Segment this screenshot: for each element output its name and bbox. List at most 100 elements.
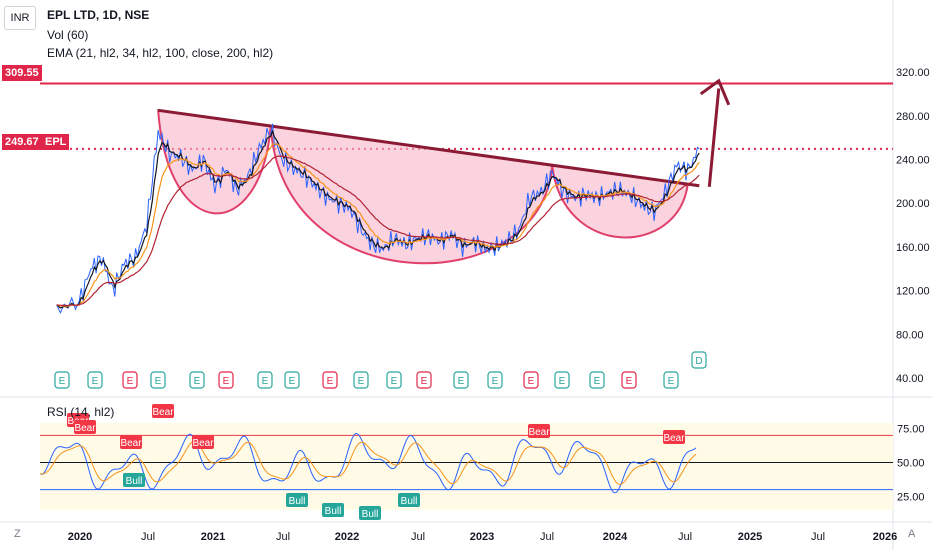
event-marker-label: E [421, 376, 428, 387]
event-marker-label: E [155, 376, 162, 387]
rsi-tick-label: 75.00 [897, 424, 925, 436]
event-marker [257, 371, 273, 389]
symbol-tag: EPL [42, 134, 70, 150]
event-marker-label: E [327, 376, 334, 387]
price-tick-label: 200.00 [896, 198, 930, 210]
time-tick-label: Jul [411, 531, 425, 543]
event-marker-label: E [559, 376, 566, 387]
event-marker [353, 371, 369, 389]
time-tick-label: Jul [811, 531, 825, 543]
chart-title: EPL LTD, 1D, NSE [47, 8, 150, 22]
event-marker [150, 371, 166, 389]
event-marker-label: E [92, 376, 99, 387]
signal-label: Bull [289, 496, 306, 507]
bear-signal [74, 420, 96, 434]
breakout-arrow [707, 88, 721, 187]
signal-label: Bull [401, 496, 418, 507]
bear-signal [663, 430, 685, 444]
event-marker-label: E [59, 376, 66, 387]
price-tick-label: 120.00 [896, 286, 930, 298]
event-marker-label: E [223, 376, 230, 387]
rsi-legend[interactable]: RSI (14, hl2) [47, 405, 115, 419]
ema-slow-line [56, 155, 700, 307]
time-tick-label: Jul [276, 531, 290, 543]
time-tick-label: 2022 [335, 531, 359, 543]
volume-legend[interactable]: Vol (60) [47, 28, 89, 42]
auto-scale-icon[interactable]: A [908, 528, 916, 540]
price-tick-label: 280.00 [896, 111, 930, 123]
event-marker [386, 371, 402, 389]
time-tick-label: 2021 [201, 531, 225, 543]
price-tick-label: 80.00 [896, 329, 924, 341]
cup-pattern-1 [157, 109, 272, 215]
current-price-tag: 249.67 [2, 134, 42, 150]
rsi-signal-line [39, 440, 697, 486]
rsi-tick-label: 25.00 [897, 491, 925, 503]
signal-label: Bear [192, 438, 214, 449]
zoom-corner-icon[interactable]: Z [14, 528, 21, 540]
event-marker-label: E [194, 376, 201, 387]
event-marker-label: E [528, 376, 535, 387]
event-marker [554, 371, 570, 389]
event-marker [523, 371, 539, 389]
time-tick-label: Jul [678, 531, 692, 543]
bull-signal [123, 473, 145, 487]
time-tick-label: 2023 [470, 531, 494, 543]
event-marker-label: D [695, 356, 702, 367]
price-tick-label: 160.00 [896, 242, 930, 254]
bear-signal [528, 424, 550, 438]
bull-signal [398, 493, 420, 507]
event-marker-label: E [358, 376, 365, 387]
event-marker-label: E [626, 376, 633, 387]
bear-signal [192, 435, 214, 449]
price-tick-label: 320.00 [896, 67, 930, 79]
event-marker [122, 371, 138, 389]
event-marker [322, 371, 338, 389]
time-tick-label: 2020 [68, 531, 92, 543]
event-marker [453, 371, 469, 389]
bull-signal [322, 503, 344, 517]
time-tick-label: 2026 [873, 531, 897, 543]
event-marker [416, 371, 432, 389]
event-marker-label: E [127, 376, 134, 387]
signal-label: Bear [152, 407, 174, 418]
event-marker [189, 371, 205, 389]
signal-label: Bear [528, 427, 550, 438]
ema-fast-line [56, 129, 700, 309]
event-marker-label: E [262, 376, 269, 387]
event-marker-label: E [289, 376, 296, 387]
time-tick-label: Jul [540, 531, 554, 543]
resistance-trendline [157, 108, 700, 188]
signal-label: Bull [325, 506, 342, 517]
bear-signal [152, 404, 174, 418]
rsi-tick-label: 50.00 [897, 458, 925, 470]
time-tick-label: Jul [141, 531, 155, 543]
event-marker-label: E [391, 376, 398, 387]
signal-label: Bull [126, 476, 143, 487]
bear-signal [120, 435, 142, 449]
target-price-tag: 309.55 [2, 65, 42, 81]
event-marker [621, 371, 637, 389]
time-tick-label: 2025 [738, 531, 762, 543]
price-tick-label: 40.00 [896, 373, 924, 385]
event-marker [663, 371, 679, 389]
event-marker-label: E [594, 376, 601, 387]
event-marker [589, 371, 605, 389]
signal-label: Bear [74, 423, 96, 434]
signal-label: Bear [120, 438, 142, 449]
event-marker [691, 351, 707, 369]
rsi-line [39, 432, 697, 494]
breakout-arrow-head [699, 78, 731, 106]
ema-legend[interactable]: EMA (21, hl2, 34, hl2, 100, close, 200, … [47, 46, 274, 60]
event-marker [218, 371, 234, 389]
event-marker-label: E [668, 376, 675, 387]
time-tick-label: 2024 [603, 531, 628, 543]
signal-label: Bull [362, 509, 379, 520]
currency-button[interactable]: INR [4, 6, 36, 30]
event-marker-label: E [458, 376, 465, 387]
ema-mid-line [56, 143, 700, 307]
bull-signal [286, 493, 308, 507]
event-marker [487, 371, 503, 389]
rsi-band [40, 423, 893, 510]
